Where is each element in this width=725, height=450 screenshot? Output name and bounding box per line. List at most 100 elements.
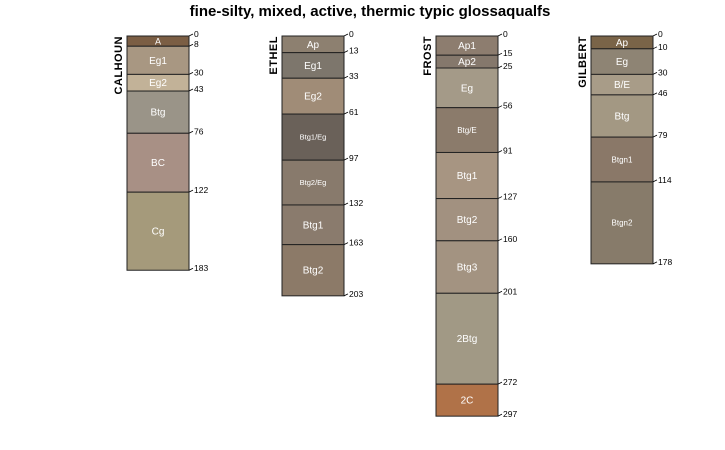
profile-name: GILBERT: [577, 36, 589, 88]
depth-tick: [343, 111, 349, 115]
depth-tick: [497, 33, 503, 37]
depth-tick: [188, 189, 194, 193]
profile-ethel: ETHEL Ap Eg1 Eg2 Btg1/Eg Btg2/Eg Btg1 Btg2 0 13 33…: [268, 29, 363, 299]
horizon-label: Eg1: [149, 56, 167, 67]
horizon-label: Ap: [616, 38, 629, 49]
horizon-label: Btg1: [457, 171, 478, 182]
depth-tick: [497, 196, 503, 199]
horizon-label: Btg: [150, 108, 165, 119]
horizon-label: Btg2/Eg: [300, 178, 327, 187]
depth-label: 178: [658, 257, 672, 267]
depth-tick: [652, 46, 658, 50]
horizon-block: [435, 151, 499, 200]
horizon-label: Btg3: [457, 263, 478, 274]
chart-title: fine-silty, mixed, active, thermic typic…: [190, 3, 551, 20]
horizon-label: 2C: [461, 396, 474, 407]
depth-tick: [343, 50, 349, 53]
depth-label: 160: [503, 234, 517, 244]
depth-tick: [497, 381, 503, 385]
depth-tick: [497, 65, 503, 69]
horizon-label: Eg2: [304, 92, 322, 103]
depth-label: 91: [503, 145, 513, 155]
horizon-label: A: [155, 36, 161, 46]
depth-tick: [343, 33, 349, 37]
depth-label: 183: [194, 263, 208, 273]
depth-tick: [652, 261, 658, 265]
depth-tick: [652, 72, 658, 75]
depth-label: 43: [194, 84, 204, 94]
horizon-block: [590, 94, 654, 138]
horizon-block: [281, 52, 345, 79]
horizon-block: [281, 159, 345, 206]
depth-tick: [343, 202, 349, 206]
horizon-block: [435, 240, 499, 294]
depth-tick: [188, 130, 194, 134]
depth-label: 76: [194, 126, 204, 136]
depth-label: 0: [194, 29, 199, 39]
profile-name: FROST: [422, 36, 434, 76]
horizon-block: [435, 198, 499, 242]
depth-label: 122: [194, 185, 208, 195]
horizon-block: [590, 136, 654, 183]
horizon-label: Eg: [461, 83, 473, 94]
depth-tick: [497, 290, 503, 294]
horizon-block: [435, 292, 499, 385]
depth-tick: [188, 88, 194, 92]
horizon-label: Btg1/Eg: [300, 133, 327, 142]
horizon-label: Btgn2: [612, 219, 633, 228]
horizon-block: [435, 107, 499, 153]
horizon-block: [281, 244, 345, 297]
profile-name: ETHEL: [268, 36, 280, 75]
depth-tick: [188, 33, 194, 37]
horizon-label: BC: [151, 158, 165, 169]
depth-tick: [497, 105, 503, 109]
depth-label: 97: [349, 153, 359, 163]
depth-label: 0: [658, 29, 663, 39]
depth-label: 79: [658, 130, 668, 140]
depth-label: 46: [658, 88, 668, 98]
horizon-block: [590, 181, 654, 265]
profile-gilbert: GILBERT Ap Eg B/E Btg Btgn1 Btgn2 0 10 30 46 79 114 1…: [577, 29, 672, 267]
profile-name: CALHOUN: [113, 36, 125, 95]
depth-label: 0: [349, 29, 354, 39]
depth-label: 201: [503, 286, 517, 296]
depth-label: 203: [349, 289, 363, 299]
horizon-block: [435, 383, 499, 417]
depth-label: 25: [503, 61, 513, 71]
depth-label: 33: [349, 71, 359, 81]
horizon-label: Eg2: [149, 78, 167, 89]
depth-label: 163: [349, 238, 363, 248]
depth-label: 13: [349, 46, 359, 56]
horizon-label: Ap2: [458, 57, 476, 68]
horizon-label: Ap1: [458, 41, 476, 52]
depth-label: 272: [503, 377, 517, 387]
depth-tick: [188, 72, 194, 75]
depth-tick: [188, 267, 194, 271]
depth-label: 56: [503, 101, 513, 111]
horizon-label: Eg1: [304, 61, 322, 72]
horizon-label: Btg: [614, 112, 629, 123]
depth-tick: [343, 242, 349, 245]
horizon-label: Btg/E: [457, 126, 477, 135]
horizon-label: Btg1: [303, 220, 324, 231]
depth-tick: [497, 52, 503, 56]
profile-calhoun: CALHOUN A Eg1 Eg2 Btg BC Cg 08 30 43 76 122 183: [113, 29, 208, 273]
depth-tick: [652, 134, 658, 138]
depth-label: 127: [503, 192, 517, 202]
horizon-block: [126, 45, 190, 75]
depth-tick: [652, 92, 658, 96]
depth-label: 61: [349, 107, 359, 117]
depth-tick: [343, 75, 349, 79]
depth-tick: [497, 238, 503, 242]
depth-tick: [343, 293, 349, 297]
depth-label: 30: [658, 67, 668, 77]
horizon-block: [126, 90, 190, 134]
horizon-label: Cg: [152, 227, 165, 238]
profiles-group: CALHOUN AEg1Eg2BtgBCCg08304376122183ETHEL…: [113, 29, 672, 419]
horizon-label: Btg2: [457, 215, 478, 226]
depth-label: 132: [349, 198, 363, 208]
profile-frost: FROST Ap1 Ap2 Eg Btg/E Btg1 Btg2 Btg3 2Btg 2C 0 15 2…: [422, 29, 517, 419]
horizon-label: B/E: [614, 80, 630, 91]
horizon-label: Btgn1: [612, 155, 633, 164]
